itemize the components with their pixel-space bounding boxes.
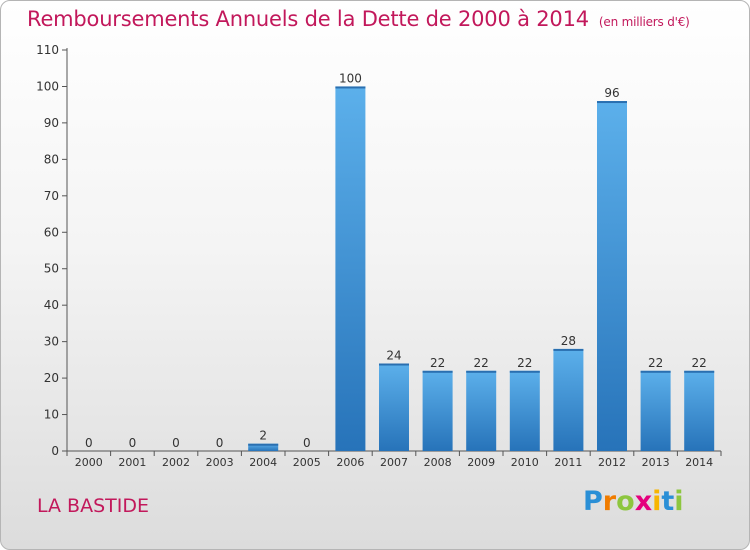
y-tick-label: 30 <box>44 335 59 349</box>
bar-top-edge <box>597 101 627 104</box>
y-tick-label: 0 <box>51 444 59 458</box>
data-label: 100 <box>339 71 362 85</box>
bar <box>509 370 540 451</box>
x-axis: 2000 2001 2002 2003 2004 2005 2006 2007 2008 2009… <box>66 450 722 469</box>
y-tick-label: 90 <box>44 116 59 130</box>
bar <box>335 86 366 452</box>
bar <box>422 370 453 451</box>
bar <box>640 370 671 451</box>
y-axis: 0 10 20 30 40 50 60 70 80 90 100 110 <box>36 43 68 458</box>
bar <box>553 348 584 451</box>
x-tick-label: 2001 <box>118 456 146 469</box>
bar-top-edge <box>640 370 671 373</box>
y-tick-label: 20 <box>44 371 59 385</box>
commune-name: LA BASTIDE <box>37 495 149 517</box>
x-tick-label: 2003 <box>206 456 234 469</box>
x-tick-label: 2012 <box>598 456 626 469</box>
bar <box>597 101 627 451</box>
x-tick-label: 2010 <box>511 456 539 469</box>
data-label: 96 <box>604 86 619 100</box>
bar <box>248 443 279 451</box>
data-label: 28 <box>561 334 576 348</box>
bar-top-edge <box>466 370 497 373</box>
bar <box>379 363 409 451</box>
x-tick-label: 2000 <box>75 456 103 469</box>
x-tick-label: 2005 <box>293 456 321 469</box>
bar-top-edge <box>248 443 279 446</box>
data-label: 0 <box>303 436 311 450</box>
bar-top-edge <box>335 86 366 89</box>
y-tick-label: 110 <box>36 43 59 57</box>
bar-top-edge <box>422 370 453 373</box>
bar-top-edge <box>553 348 584 351</box>
bar-top-edge <box>509 370 540 373</box>
x-tick-label: 2014 <box>685 456 713 469</box>
logo-letter: x <box>634 486 653 517</box>
y-tick-label: 80 <box>44 152 59 166</box>
bar <box>684 370 715 451</box>
y-tick-label: 70 <box>44 189 59 203</box>
chart-title: Remboursements Annuels de la Dette de 20… <box>27 7 690 31</box>
x-tick-label: 2009 <box>467 456 495 469</box>
logo-letter: i <box>674 486 684 517</box>
logo-letter: r <box>602 486 617 517</box>
y-tick-label: 100 <box>36 79 59 93</box>
data-label: 0 <box>172 436 180 450</box>
data-label: 0 <box>129 436 137 450</box>
y-tick-label: 10 <box>44 408 59 422</box>
bar-top-edge <box>379 363 409 366</box>
logo-letter: P <box>583 486 603 517</box>
proxiti-logo: Proxiti <box>583 486 684 517</box>
data-label: 2 <box>259 429 267 443</box>
data-label: 0 <box>85 436 93 450</box>
logo-letter: t <box>661 486 675 517</box>
data-label: 22 <box>692 356 707 370</box>
chart-title-text: Remboursements Annuels de la Dette de 20… <box>27 7 589 31</box>
logo-letter: o <box>616 486 635 517</box>
bar-series: 0 0 0 0 2 0 100 24 22 22 22 28 96 22 22 <box>85 71 715 452</box>
bar <box>466 370 497 451</box>
x-tick-label: 2011 <box>554 456 582 469</box>
logo-letter: i <box>652 486 662 517</box>
x-tick-label: 2006 <box>336 456 364 469</box>
x-tick-label: 2013 <box>642 456 670 469</box>
y-tick-label: 40 <box>44 298 59 312</box>
data-label: 0 <box>216 436 224 450</box>
y-tick-label: 50 <box>44 262 59 276</box>
bar-top-edge <box>684 370 715 373</box>
data-label: 22 <box>474 356 489 370</box>
data-label: 22 <box>648 356 663 370</box>
y-tick-label: 60 <box>44 225 59 239</box>
x-tick-label: 2007 <box>380 456 408 469</box>
data-label: 22 <box>430 356 445 370</box>
unit-label: (en milliers d'€) <box>598 15 690 29</box>
x-tick-label: 2002 <box>162 456 190 469</box>
data-label: 22 <box>517 356 532 370</box>
data-label: 24 <box>386 349 401 363</box>
x-tick-label: 2004 <box>249 456 277 469</box>
x-tick-label: 2008 <box>424 456 452 469</box>
